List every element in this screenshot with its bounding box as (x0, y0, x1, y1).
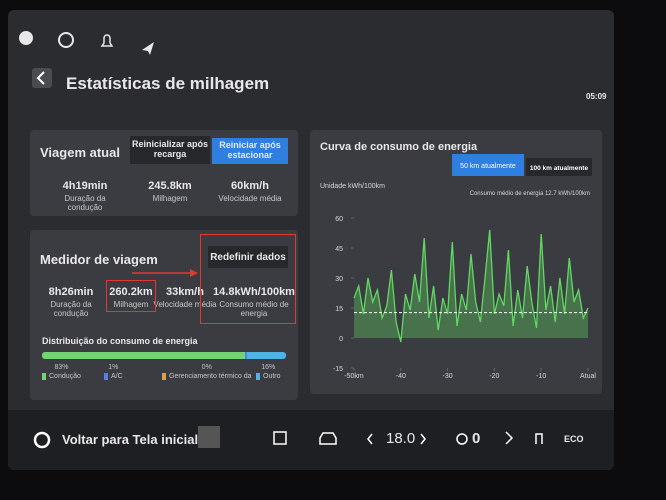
stat-value: 245.8km (148, 180, 192, 192)
button[interactable]: Reiniciar após estacionar (212, 138, 288, 164)
stat: 8h26min Duração da condução (36, 286, 106, 318)
tab[interactable] (452, 154, 524, 176)
x-tick-label: -40 (396, 373, 406, 380)
panel-title: Viagem atual (40, 145, 120, 160)
current-trip-panel: Viagem atual Reinicializar após recarga … (30, 130, 298, 216)
distribution-segment (244, 352, 247, 359)
legend-percent: 16% (261, 364, 276, 371)
stat: 260.2km Milhagem (96, 286, 166, 309)
clock: 05:09 (586, 92, 607, 101)
area (354, 230, 588, 342)
annotation-box (200, 234, 296, 324)
tab[interactable] (526, 158, 592, 176)
stat-label: Velocidade média (218, 194, 282, 203)
chart-title: Curva de consumo de energia (320, 141, 478, 153)
fan-speed[interactable]: 0 (472, 430, 481, 447)
distribution-segment (42, 352, 245, 359)
screen: Estatísticas de milhagem 05:09 Viagem at… (8, 10, 614, 470)
legend-percent: 83% (54, 364, 69, 371)
top-icons (19, 31, 154, 55)
stat: 33km/h Velocidade média (150, 286, 220, 309)
home-button[interactable]: Voltar para Tela inicial (62, 432, 199, 447)
average-label: Consumo médio de energia 12.7 kWh/100km (470, 191, 590, 197)
stat-label: Duração da condução (50, 300, 92, 318)
y-tick-label: 0 (339, 336, 343, 343)
annotation-box (106, 280, 156, 312)
distribution-segment (246, 352, 286, 359)
bottom-icons (33, 426, 543, 449)
stat: 14.8kWh/100km Consumo médio de energia (212, 286, 296, 318)
x-tick-label: -30 (443, 373, 453, 380)
stat: 60km/h Velocidade média (215, 180, 285, 203)
legend-item: 1% A/C (104, 364, 123, 380)
y-tick-label: 15 (335, 306, 343, 313)
y-tick-label: -15 (333, 366, 343, 373)
x-tick-label: -50km (344, 373, 364, 380)
trip-meter-panel: Medidor de viagem Redefinir dados 8h26mi… (30, 230, 298, 400)
stat-value: 260.2km (109, 286, 153, 298)
legend-label: Gerenciamento térmico da (162, 373, 251, 380)
y-tick-label: 60 (335, 216, 343, 223)
reset-button[interactable]: Redefinir dados (208, 246, 288, 268)
button[interactable]: Reinicializar após recarga (130, 136, 210, 164)
chart: Curva de consumo de energia 50 km atualm… (320, 141, 596, 380)
legend-percent: 1% (108, 364, 119, 371)
tab-label[interactable]: 100 km atualmente (530, 165, 589, 172)
legend-item: 16% Outro (256, 364, 281, 380)
distribution-bar (42, 352, 286, 359)
stat-label: Milhagem (152, 194, 188, 203)
line (353, 229, 589, 343)
stat-value: 33km/h (166, 286, 204, 298)
stat-value: 8h26min (48, 286, 94, 298)
chart-unit: Unidade kWh/100km (320, 183, 385, 190)
legend-label: A/C (104, 373, 123, 380)
tab-label[interactable]: 50 km atualmente (460, 163, 516, 170)
annotation-arrow (132, 269, 198, 277)
y-tick-label: 45 (335, 246, 343, 253)
panel-title: Medidor de viagem (40, 252, 158, 267)
temperature[interactable]: 18.0 (386, 430, 416, 447)
stat-label: Velocidade média (153, 300, 217, 309)
stat-value: 14.8kWh/100km (213, 286, 295, 298)
legend-label: Condução (42, 373, 81, 380)
drive-mode[interactable]: ECO (564, 434, 584, 444)
x-tick-label: -20 (489, 373, 499, 380)
legend-label: Outro (256, 373, 281, 380)
legend-item: 0% Gerenciamento térmico da (162, 364, 251, 380)
bottom-bar (8, 410, 614, 470)
page-title: Estatísticas de milhagem (66, 74, 270, 93)
x-tick-label: -10 (536, 373, 546, 380)
legend-item: 83% Condução (42, 364, 81, 380)
stat-value: 60km/h (231, 180, 269, 192)
back-button[interactable] (32, 68, 52, 88)
stat-label: Duração da condução (64, 194, 106, 212)
stat-value: 4h19min (62, 180, 108, 192)
x-tick-label: Atual (580, 373, 596, 380)
stat-label: Consumo médio de energia (219, 300, 289, 318)
distribution-legend: 83% Condução 1% A/C 0% Gerenciamento térmico … (42, 364, 286, 394)
stat: 4h19min Duração da condução (50, 180, 120, 212)
stat: 245.8km Milhagem (135, 180, 205, 203)
distribution-title: Distribuição do consumo de energia (42, 336, 198, 346)
y-tick-label: 30 (335, 276, 343, 283)
legend-percent: 0% (201, 364, 212, 371)
stat-label: Milhagem (113, 300, 149, 309)
